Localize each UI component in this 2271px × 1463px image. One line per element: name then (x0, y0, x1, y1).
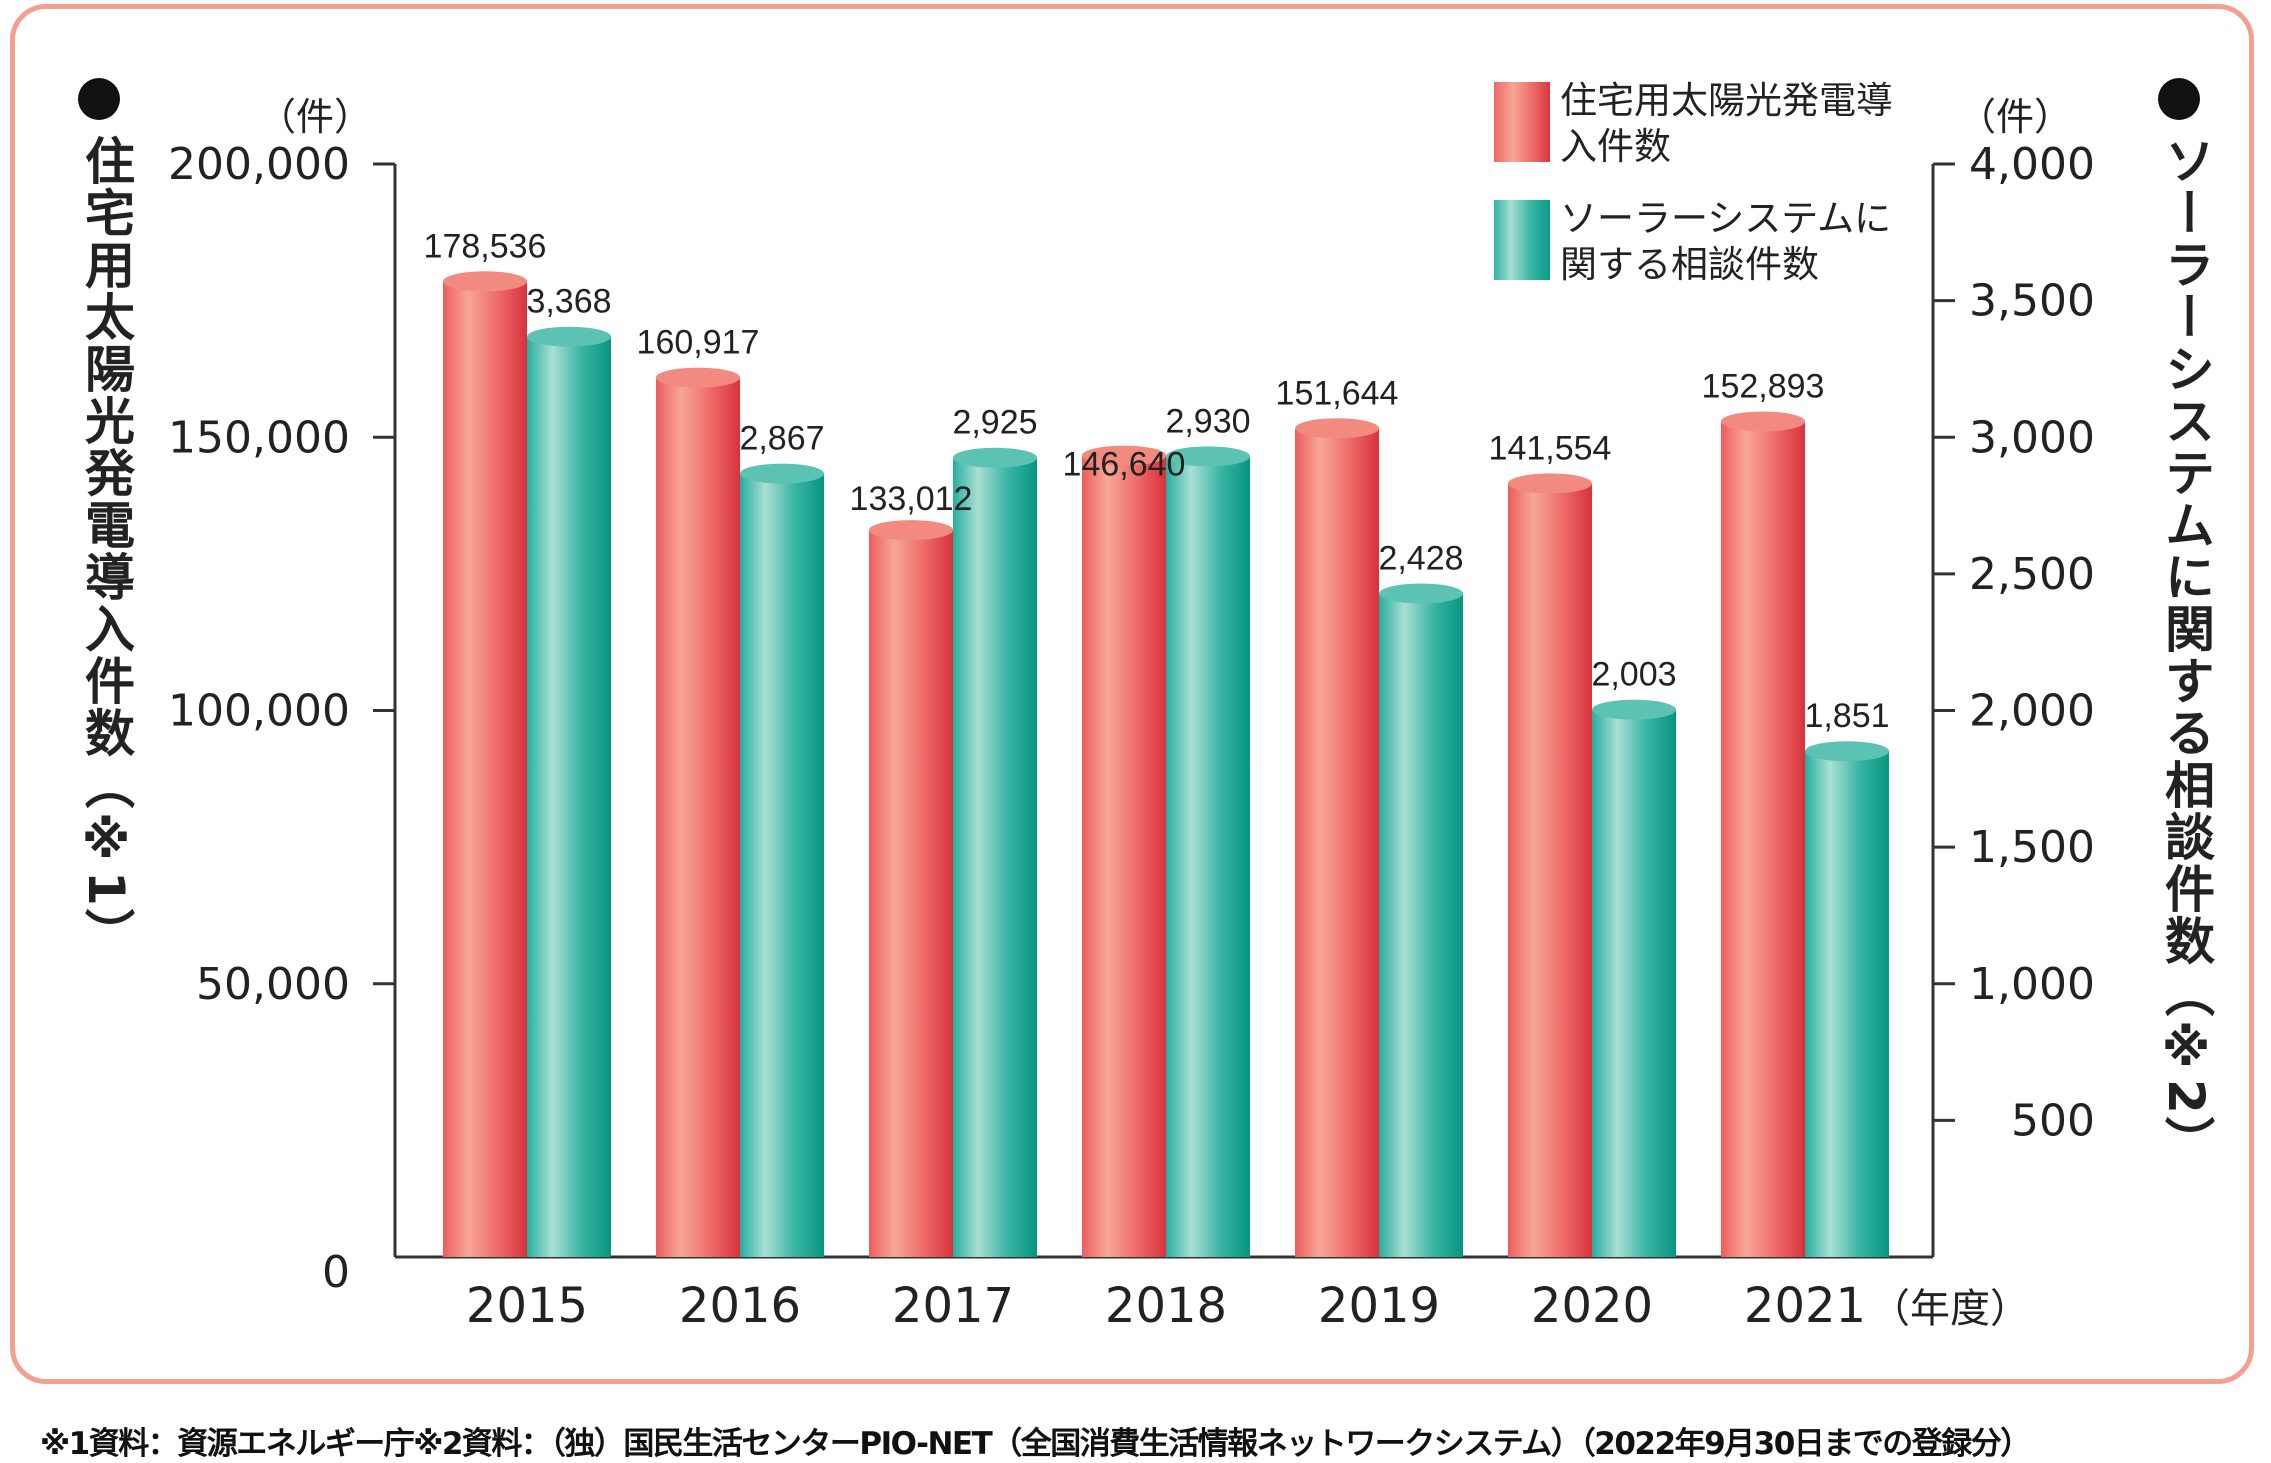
left-axis-unit: （件） (258, 95, 373, 139)
data-label: 2,925 (952, 404, 1037, 442)
bar-consultations (953, 457, 1037, 1257)
bar-solar-installations (656, 377, 740, 1257)
data-label: 133,012 (850, 480, 973, 518)
right-tick-label: 2,500 (1969, 549, 2095, 600)
bar-cap (1295, 418, 1379, 439)
data-label: 2,428 (1378, 540, 1463, 578)
data-label: 2,867 (739, 420, 824, 458)
data-label: 151,644 (1276, 374, 1399, 412)
data-label: 2,003 (1591, 656, 1676, 694)
right-tick-label: 3,500 (1969, 276, 2095, 327)
bar-consultations (1805, 751, 1889, 1257)
bar-consultations (740, 473, 824, 1257)
left-tick-label: 200,000 (168, 139, 350, 190)
bar-consultations (527, 336, 611, 1258)
bar-consultations (1379, 593, 1463, 1257)
bar-cap (1721, 411, 1805, 432)
left-tick-label: 150,000 (168, 412, 350, 463)
left-tick-label: 100,000 (168, 686, 350, 737)
right-tick-label: 2,000 (1969, 686, 2095, 737)
data-label: 2,930 (1165, 402, 1250, 440)
footnote: ※1資料：資源エネルギー庁※2資料：（独）国民生活センターPIO-NET（全国消… (40, 1426, 2031, 1462)
right-tick-label: 500 (2011, 1095, 2095, 1146)
data-label: 178,536 (424, 227, 547, 265)
bar-solar-installations (443, 281, 527, 1257)
bar-solar-installations (1508, 483, 1592, 1258)
x-tick-label: 2016 (679, 1278, 801, 1334)
left-axis-bullet-icon (78, 78, 120, 120)
bar-consultations (1166, 456, 1250, 1257)
right-tick-label: 1,500 (1969, 822, 2095, 873)
bar-solar-installations (1295, 428, 1379, 1258)
legend-label-solar-installations: 住宅用太陽光発電導入件数 (1560, 79, 1893, 168)
bar-cap (1805, 741, 1889, 762)
right-axis-title: ソーラーシステムに関する相談件数（※2） (2157, 135, 2215, 1168)
bar-cap (1592, 699, 1676, 720)
data-label: 3,368 (526, 283, 611, 321)
left-tick-label: 0 (322, 1247, 350, 1298)
bar-cap (953, 447, 1037, 468)
x-axis-unit: （年度） (1870, 1286, 2030, 1332)
right-tick-label: 3,000 (1969, 412, 2095, 463)
right-tick-label: 4,000 (1969, 139, 2095, 190)
right-axis-unit: （件） (1958, 95, 2073, 139)
bar-cap (1508, 473, 1592, 494)
bar-cap (869, 520, 953, 541)
data-label: 146,640 (1063, 446, 1186, 484)
data-label: 141,554 (1489, 429, 1612, 467)
chart-frame (10, 4, 2254, 1384)
bar-cap (527, 326, 611, 347)
legend-swatch-solar-installations (1494, 82, 1550, 162)
right-axis-bullet-icon (2158, 78, 2200, 120)
x-tick-label: 2018 (1105, 1278, 1227, 1334)
bar-solar-installations (869, 530, 953, 1257)
right-tick-label: 1,000 (1969, 959, 2095, 1010)
data-label: 152,893 (1702, 367, 1825, 405)
bar-cap (740, 463, 824, 484)
x-tick-label: 2017 (892, 1278, 1014, 1334)
left-tick-label: 50,000 (196, 959, 350, 1010)
left-axis-title: 住宅用太陽光発電導入件数（※1） (77, 135, 135, 960)
x-tick-label: 2015 (466, 1278, 588, 1334)
bar-solar-installations (1082, 455, 1166, 1257)
legend-swatch-consultations (1494, 200, 1550, 280)
data-label: 160,917 (637, 324, 760, 362)
bar-cap (1166, 446, 1250, 467)
bar-solar-installations (1721, 421, 1805, 1257)
bar-cap (443, 271, 527, 292)
bar-consultations (1592, 709, 1676, 1257)
bar-cap (1379, 583, 1463, 604)
x-tick-label: 2021 (1744, 1278, 1866, 1334)
bar-cap (1082, 445, 1166, 466)
legend-label-consultations: ソーラーシステムに関する相談件数 (1560, 197, 1892, 286)
x-tick-label: 2019 (1318, 1278, 1440, 1334)
data-label: 1,851 (1804, 697, 1889, 735)
x-tick-label: 2020 (1531, 1278, 1653, 1334)
bar-cap (656, 367, 740, 388)
